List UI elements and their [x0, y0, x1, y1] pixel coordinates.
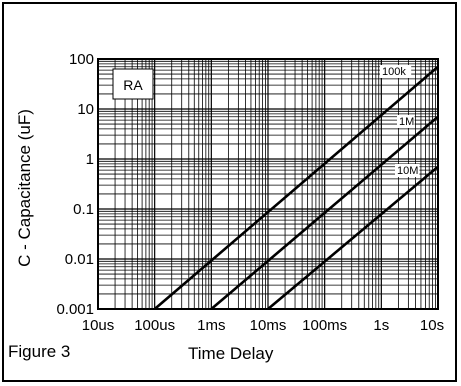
x-tick-label: 10s — [420, 317, 444, 334]
svg-text:10M: 10M — [397, 165, 418, 177]
series-line-100k — [153, 65, 439, 310]
series-labels: 100k 1M 10M — [380, 65, 420, 177]
y-tick-labels: 0.001 0.01 0.1 1 10 100 — [56, 51, 94, 318]
y-tick-label: 0.01 — [65, 251, 94, 268]
x-tick-label: 1s — [373, 317, 389, 334]
figure-frame — [2, 2, 457, 382]
svg-text:100k: 100k — [382, 66, 406, 78]
plot-border — [97, 58, 439, 310]
ra-box: RA — [112, 68, 154, 100]
y-tick-label: 100 — [69, 51, 94, 68]
x-tick-label: 10ms — [250, 317, 287, 334]
series-line-1m — [210, 115, 439, 310]
figure-label: Figure 3 — [8, 342, 71, 361]
x-tick-label: 1ms — [197, 317, 225, 334]
y-tick-label: 0.1 — [73, 201, 94, 218]
x-axis-label: Time Delay — [188, 344, 274, 363]
series-line-10m — [267, 165, 439, 310]
ra-annotation: RA — [123, 77, 143, 93]
x-tick-label: 100ms — [302, 317, 347, 334]
series-label-1m: 1M — [397, 115, 415, 128]
svg-text:1M: 1M — [399, 116, 414, 128]
series-label-10m: 10M — [395, 164, 420, 177]
series-label-100k: 100k — [380, 65, 412, 78]
x-tick-label: 10us — [82, 317, 115, 334]
y-tick-label: 1 — [86, 151, 94, 168]
x-tick-label: 100us — [134, 317, 175, 334]
x-tick-labels: 10us 100us 1ms 10ms 100ms 1s 10s — [82, 317, 444, 334]
y-axis-label: C - Capacitance (uF) — [15, 109, 34, 267]
y-tick-label: 10 — [77, 101, 94, 118]
y-tick-label: 0.001 — [56, 301, 94, 318]
curves — [153, 65, 439, 310]
